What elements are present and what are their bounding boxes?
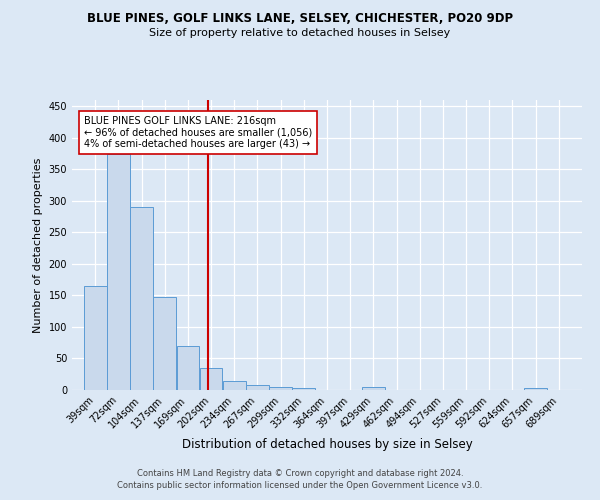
Bar <box>84 286 107 390</box>
Bar <box>200 368 223 390</box>
Bar <box>107 154 130 390</box>
Bar <box>292 388 315 390</box>
Bar <box>130 207 153 390</box>
X-axis label: Distribution of detached houses by size in Selsey: Distribution of detached houses by size … <box>182 438 472 451</box>
Bar <box>246 385 269 390</box>
Bar <box>269 387 292 390</box>
Y-axis label: Number of detached properties: Number of detached properties <box>33 158 43 332</box>
Text: BLUE PINES, GOLF LINKS LANE, SELSEY, CHICHESTER, PO20 9DP: BLUE PINES, GOLF LINKS LANE, SELSEY, CHI… <box>87 12 513 26</box>
Text: Size of property relative to detached houses in Selsey: Size of property relative to detached ho… <box>149 28 451 38</box>
Text: Contains HM Land Registry data © Crown copyright and database right 2024.
Contai: Contains HM Land Registry data © Crown c… <box>118 468 482 490</box>
Bar <box>223 380 245 390</box>
Bar <box>524 388 547 390</box>
Bar <box>154 296 176 390</box>
Text: BLUE PINES GOLF LINKS LANE: 216sqm
← 96% of detached houses are smaller (1,056)
: BLUE PINES GOLF LINKS LANE: 216sqm ← 96%… <box>84 116 313 149</box>
Bar <box>176 346 199 390</box>
Bar <box>362 388 385 390</box>
